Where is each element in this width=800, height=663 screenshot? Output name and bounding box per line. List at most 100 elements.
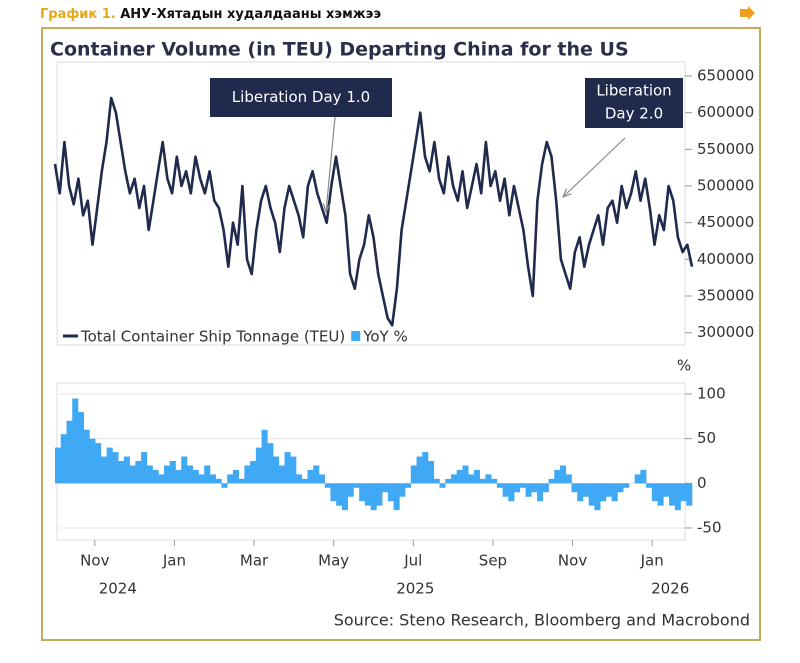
bar (468, 474, 475, 484)
chart-title: Container Volume (in TEU) Departing Chin… (50, 39, 629, 61)
annotation-arrow (325, 116, 336, 213)
bar (422, 452, 429, 484)
bar (393, 483, 400, 511)
annotation-arrow (562, 137, 626, 198)
bar (496, 483, 503, 488)
source: Source: Steno Research, Bloomberg and Ma… (334, 611, 750, 630)
bar (330, 483, 337, 502)
bar (542, 483, 549, 493)
x-tick-label: Sep (479, 552, 507, 570)
arrow-head (322, 203, 331, 214)
bar (508, 483, 515, 502)
header-label: График 1. (40, 7, 116, 22)
bar (227, 474, 234, 484)
year-label: 2024 (99, 580, 137, 598)
y-tick-label: 300000 (697, 323, 754, 341)
annotation-text: Liberation Day 1.0 (232, 88, 370, 106)
bar (72, 398, 79, 484)
y-tick-label: 550000 (697, 140, 754, 158)
bar (129, 465, 136, 484)
y-tick-label: 0 (697, 474, 707, 492)
bar (445, 478, 452, 484)
x-tick-label: May (318, 552, 349, 570)
frame (41, 27, 761, 641)
bar (192, 469, 199, 484)
bar (77, 411, 84, 484)
bar (651, 483, 658, 502)
y-tick-label: 50 (697, 429, 716, 447)
bar (118, 461, 125, 484)
x-tick-label: Jul (403, 552, 422, 570)
bar (364, 483, 371, 506)
legend-label: YoY % (362, 328, 408, 346)
bar (66, 420, 73, 484)
bar (588, 483, 595, 506)
bar (60, 434, 67, 484)
line-series (53, 96, 694, 327)
bar (382, 483, 389, 493)
bar (686, 483, 693, 506)
bar (640, 469, 647, 484)
bar (89, 438, 96, 484)
bar (204, 465, 211, 484)
bar (313, 465, 320, 484)
bar (278, 465, 285, 484)
bar (186, 465, 194, 484)
annotation-box (210, 78, 392, 117)
bar (410, 465, 417, 484)
bar (238, 478, 245, 484)
bar (370, 483, 377, 511)
y-tick-label: 350000 (697, 287, 754, 305)
y-tick-label: 100 (697, 385, 726, 403)
annotation-text: Day 2.0 (605, 105, 663, 123)
bottom-panel (56, 382, 686, 541)
bar (663, 483, 670, 497)
bar (152, 469, 159, 484)
bar (244, 465, 251, 484)
x-tick-label: Nov (558, 552, 587, 570)
bar (502, 483, 509, 497)
bar (519, 483, 526, 488)
bar (531, 483, 538, 493)
annotation-box (585, 78, 683, 128)
x-tick-label: Jan (640, 552, 664, 570)
bar (399, 483, 406, 497)
bar (55, 447, 62, 484)
bar (290, 456, 297, 484)
bar (537, 483, 544, 502)
bar (146, 465, 153, 484)
bar (376, 483, 383, 506)
bar (250, 461, 257, 484)
bar (215, 478, 222, 484)
bar (112, 452, 119, 484)
legend-swatch (351, 331, 361, 341)
bar (261, 429, 268, 484)
bar (106, 447, 113, 484)
header-title: АНУ-Хятадын худалдааны хэмжээ (120, 7, 381, 22)
annotation-text: Liberation (596, 82, 671, 100)
bar (296, 474, 303, 484)
bar (548, 478, 555, 484)
bar (135, 461, 142, 484)
x-tick-label: Jan (162, 552, 186, 570)
bar (359, 483, 366, 502)
bar (83, 429, 90, 484)
header-icon (740, 6, 755, 20)
bar (491, 478, 498, 484)
bar (307, 469, 314, 484)
bar (164, 465, 171, 484)
legend-label: Total Container Ship Tonnage (TEU) (80, 328, 345, 346)
x-tick-label: Nov (80, 552, 109, 570)
year-label: 2026 (651, 580, 689, 598)
bar (657, 483, 664, 506)
bar (669, 483, 676, 506)
x-tick-label: Mar (240, 552, 269, 570)
bar (462, 465, 469, 484)
bar (525, 483, 532, 497)
bar (456, 469, 463, 484)
bar (617, 483, 624, 493)
bar (273, 456, 280, 484)
bar (565, 474, 572, 484)
